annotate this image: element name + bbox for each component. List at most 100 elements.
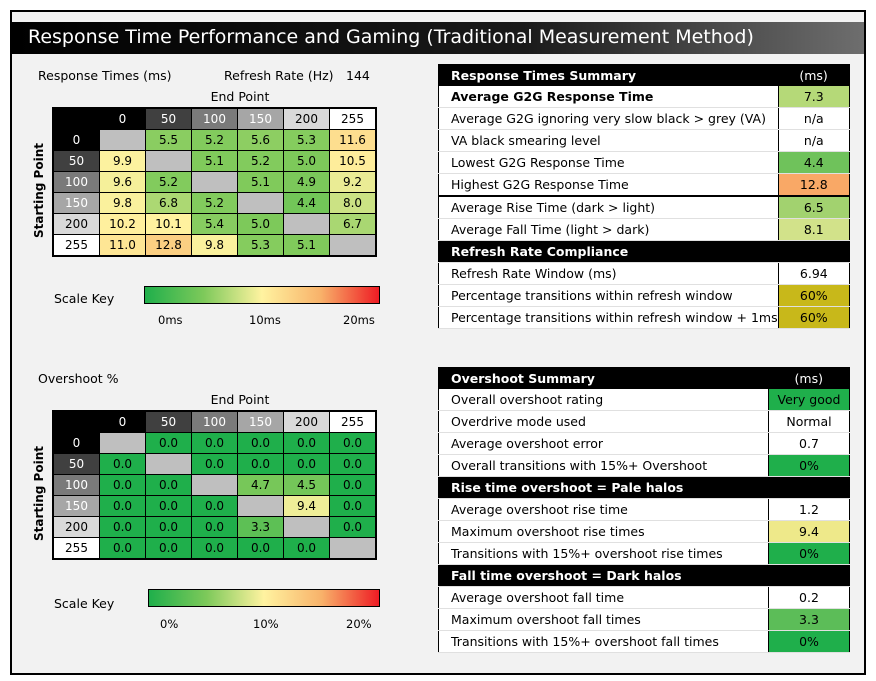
rt-key-tick-1: 10ms xyxy=(249,313,281,327)
rt-summary-row-value: 60% xyxy=(777,284,850,307)
page-title: Response Time Performance and Gaming (Tr… xyxy=(28,26,754,48)
os-cell: 0.0 xyxy=(191,432,238,454)
rt-summary-row-label: Average G2G ignoring very slow black > g… xyxy=(438,107,779,130)
os-cell: 0.0 xyxy=(283,432,330,454)
overshoot-summary-table: Overshoot Summary (ms) Overall overshoot r… xyxy=(438,367,850,653)
rt-scale-key-label: Scale Key xyxy=(54,291,115,306)
rt-summary-row-label: Highest G2G Response Time xyxy=(438,173,779,197)
os-cell: 0.0 xyxy=(237,537,284,560)
rt-cell: 9.2 xyxy=(329,171,377,193)
rt-scale-key-bar xyxy=(144,286,380,304)
os-cell: 0.0 xyxy=(99,495,146,517)
os-col-header: 100 xyxy=(191,410,238,433)
os-row-header: 200 xyxy=(52,516,100,538)
rt-cell: 5.6 xyxy=(237,129,284,151)
rt-summary-row-value: 12.8 xyxy=(777,173,850,197)
rt-cell: 10.5 xyxy=(329,150,377,172)
os-summary-row-value: 0% xyxy=(768,630,850,653)
os-summary-row-value: Normal xyxy=(768,410,850,433)
rt-cell: 9.8 xyxy=(99,192,146,214)
rt-summary-header: Response Times Summary xyxy=(438,64,779,86)
os-summary-row-value: 3.3 xyxy=(768,608,850,631)
os-corner xyxy=(52,410,100,433)
rt-summary-row-label: Lowest G2G Response Time xyxy=(438,151,779,174)
os-end-point-label: End Point xyxy=(210,392,270,407)
os-summary-row-label: Average overshoot rise time xyxy=(438,498,769,521)
os-summary-row-label: Maximum overshoot fall times xyxy=(438,608,769,631)
rt-cell: 5.4 xyxy=(191,213,238,235)
os-cell: 0.0 xyxy=(237,432,284,454)
rt-cell: 5.2 xyxy=(237,150,284,172)
os-summary-row-value: 0.7 xyxy=(768,432,850,455)
os-summary-row-value: 1.2 xyxy=(768,498,850,521)
rt-cell: 5.3 xyxy=(237,234,284,257)
rt-cell: 5.2 xyxy=(145,171,192,193)
rt-summary-row-value: 6.94 xyxy=(777,262,850,285)
rt-row-header: 0 xyxy=(52,129,100,151)
os-cell: 4.5 xyxy=(283,474,330,496)
os-cell: 0.0 xyxy=(99,474,146,496)
rt-summary-row-label: Average G2G Response Time xyxy=(438,85,779,108)
rt-starting-point-label: Starting Point xyxy=(32,143,46,238)
rt-col-header: 255 xyxy=(329,107,377,130)
rt-end-point-label: End Point xyxy=(210,89,270,104)
rt-summary-row-label: VA black smearing level xyxy=(438,129,779,152)
os-diagonal-cell xyxy=(329,537,377,560)
os-cell: 0.0 xyxy=(329,453,377,475)
os-cell: 3.3 xyxy=(237,516,284,538)
rt-summary-row-value: 4.4 xyxy=(777,151,850,174)
rt-summary-row-label: Percentage transitions within refresh wi… xyxy=(438,284,779,307)
os-summary-row-value: 0.2 xyxy=(768,586,850,609)
os-cell: 0.0 xyxy=(329,495,377,517)
rt-diagonal-cell xyxy=(191,171,238,193)
os-col-header: 150 xyxy=(237,410,284,433)
os-summary-row-value: Very good xyxy=(768,388,850,411)
os-scale-key-bar xyxy=(148,589,380,607)
os-cell: 0.0 xyxy=(191,516,238,538)
os-summary-row-value: 0% xyxy=(768,542,850,565)
rt-summary-row-value: 8.1 xyxy=(777,218,850,241)
rt-col-header: 150 xyxy=(237,107,284,130)
rt-cell: 9.9 xyxy=(99,150,146,172)
rt-summary-row-label: Average Fall Time (light > dark) xyxy=(438,218,779,241)
refresh-rate-value: 144 xyxy=(346,68,370,83)
os-diagonal-cell xyxy=(145,453,192,475)
os-row-header: 255 xyxy=(52,537,100,560)
os-col-header: 50 xyxy=(145,410,192,433)
os-cell: 0.0 xyxy=(329,474,377,496)
os-diagonal-cell xyxy=(99,432,146,454)
os-key-tick-1: 10% xyxy=(253,617,279,631)
rt-cell: 5.1 xyxy=(191,150,238,172)
os-summary-row-label: Transitions with 15%+ overshoot rise tim… xyxy=(438,542,769,565)
os-cell: 0.0 xyxy=(283,537,330,560)
os-cell: 0.0 xyxy=(99,537,146,560)
os-section-header: Rise time overshoot = Pale halos xyxy=(438,476,850,499)
rt-cell: 4.9 xyxy=(283,171,330,193)
os-summary-row-label: Overall overshoot rating xyxy=(438,388,769,411)
os-col-header: 200 xyxy=(283,410,330,433)
rt-diagonal-cell xyxy=(237,192,284,214)
overshoot-label: Overshoot % xyxy=(38,371,119,386)
os-cell: 0.0 xyxy=(191,537,238,560)
os-cell: 9.4 xyxy=(283,495,330,517)
rt-cell: 6.8 xyxy=(145,192,192,214)
rt-summary-row-value: 7.3 xyxy=(777,85,850,108)
rt-cell: 5.0 xyxy=(283,150,330,172)
rt-cell: 4.4 xyxy=(283,192,330,214)
os-summary-row-label: Maximum overshoot rise times xyxy=(438,520,769,543)
refresh-rate-label: Refresh Rate (Hz) xyxy=(224,68,334,83)
os-diagonal-cell xyxy=(283,516,330,538)
rt-col-header: 50 xyxy=(145,107,192,130)
rt-cell: 5.2 xyxy=(191,192,238,214)
rt-row-header: 200 xyxy=(52,213,100,235)
os-scale-key-label: Scale Key xyxy=(54,596,115,611)
os-diagonal-cell xyxy=(237,495,284,517)
os-key-tick-0: 0% xyxy=(160,617,179,631)
rt-summary-row-label: Average Rise Time (dark > light) xyxy=(438,195,779,219)
os-summary-row-label: Average overshoot error xyxy=(438,432,769,455)
os-diagonal-cell xyxy=(191,474,238,496)
os-cell: 0.0 xyxy=(191,453,238,475)
rt-summary-row-value: n/a xyxy=(777,107,850,130)
rt-summary-row-value: 6.5 xyxy=(777,195,850,219)
rt-cell: 5.0 xyxy=(237,213,284,235)
